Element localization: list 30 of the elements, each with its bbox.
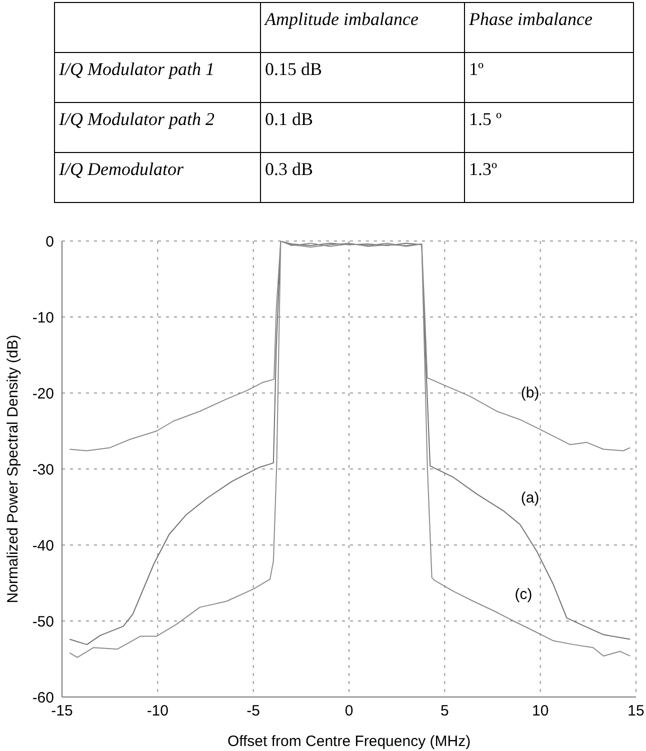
series-label: (a) <box>520 489 540 506</box>
x-tick-label: 5 <box>440 702 449 720</box>
x-tick-label: 0 <box>344 702 354 720</box>
x-tick-label: -5 <box>246 702 260 720</box>
y-tick-label: -30 <box>32 461 54 478</box>
y-tick-label: -10 <box>32 309 54 326</box>
x-axis-title: Offset from Centre Frequency (MHz) <box>227 733 471 750</box>
text: I/Q Modulator path 1 <box>59 59 214 79</box>
series-label: (c) <box>514 586 532 603</box>
text: 0.15 dB <box>265 59 322 79</box>
y-tick-label: -40 <box>32 537 54 554</box>
series-label: (b) <box>520 384 540 402</box>
text: 1º <box>469 59 484 79</box>
text: I/Q Demodulator <box>59 159 184 179</box>
y-axis-title: Normalized Power Spectral Density (dB) <box>4 334 22 604</box>
y-tick-label: -60 <box>32 689 54 706</box>
x-tick-label: -15 <box>51 702 73 720</box>
text: Amplitude imbalance <box>265 9 418 29</box>
text: Phase imbalance <box>469 9 592 29</box>
y-tick-label: -20 <box>32 385 54 402</box>
x-tick-label: 15 <box>628 702 644 720</box>
y-tick-label: 0 <box>46 233 54 250</box>
text: I/Q Modulator path 2 <box>59 109 214 129</box>
y-tick-label: -50 <box>32 613 54 630</box>
x-tick-label: 10 <box>532 702 549 720</box>
text: 1.3º <box>469 159 498 179</box>
text: 0.1 dB <box>265 109 314 129</box>
x-tick-label: -10 <box>146 702 169 720</box>
text: 0.3 dB <box>265 159 314 179</box>
text: 1.5 º <box>469 109 502 129</box>
